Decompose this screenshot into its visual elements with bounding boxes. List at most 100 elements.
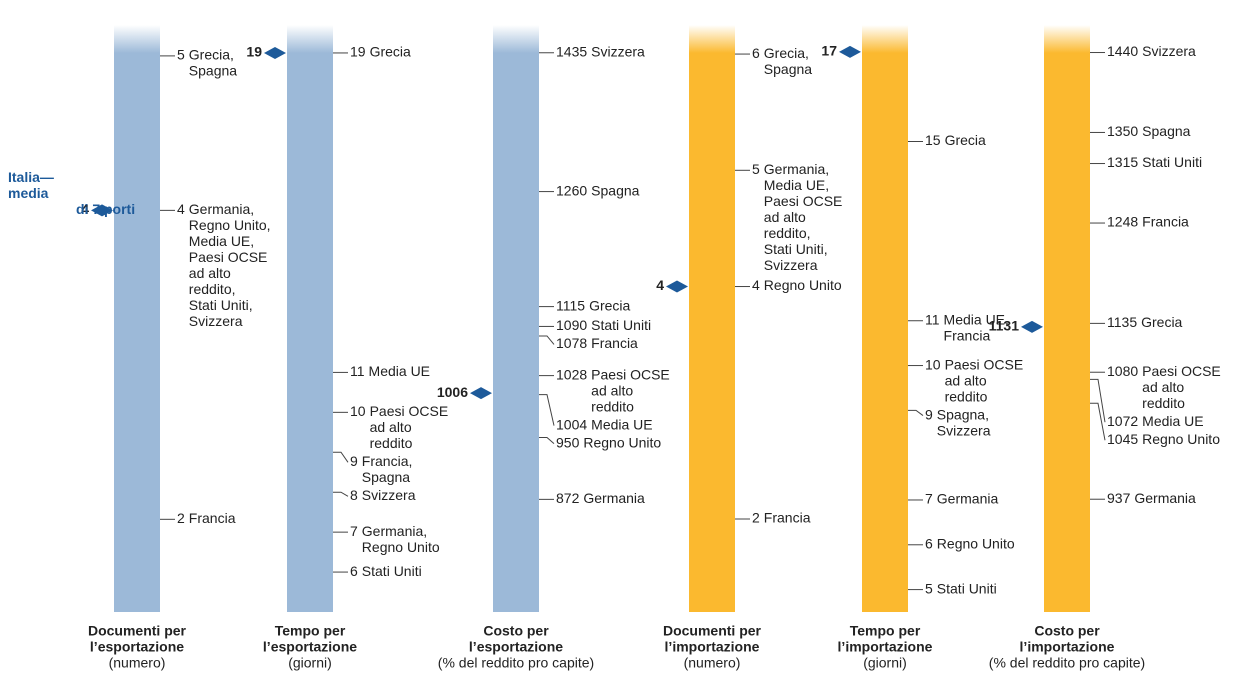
bar [493,53,539,612]
bar-fade [114,25,160,53]
axis-title: l’esportazione [90,639,184,655]
tick-value: 6 [925,535,933,551]
tick-label: Spagna [362,469,410,485]
bar [114,53,160,612]
tick-value: 1315 [1107,154,1138,170]
tick-label: ad alto [370,419,412,435]
tick-label: Grecia [945,132,986,148]
italia-value: 4 [81,201,89,217]
tick [539,394,555,426]
tick-label: Regno Unito, [189,217,271,233]
tick-label: Germania [1134,490,1196,506]
tick-value: 2 [752,510,760,526]
axis-title: l’importazione [838,639,933,655]
tick-label: Stati Uniti, [189,297,253,313]
bar [287,53,333,612]
tick-value: 1090 [556,317,587,333]
tick-label: Paesi OCSE [1142,363,1221,379]
tick-value: 1350 [1107,123,1138,139]
tick-value: 11 [925,311,940,327]
tick-label: Media UE, [764,177,829,193]
tick-label: ad alto [1142,379,1184,395]
tick-value: 872 [556,490,580,506]
italia-marker [470,387,492,400]
tick-label: Francia [189,510,236,526]
tick-label: reddito [591,398,634,414]
bar-fade [493,25,539,53]
tick-value: 11 [350,363,365,379]
tick-label: ad alto [764,209,806,225]
tick-label: reddito, [764,225,811,241]
axis-title: Documenti per [88,623,187,639]
tick-value: 6 [350,563,358,579]
tick-label: Paesi OCSE [370,403,449,419]
axis-title: l’importazione [1020,639,1115,655]
tick-label: Spagna [189,63,237,79]
italia-value: 4 [656,277,664,293]
tick-value: 1435 [556,43,587,59]
italia-marker [91,204,113,217]
bar-fade [287,25,333,53]
axis-title: Tempo per [275,623,346,639]
annotation: di 7 porti [76,201,135,217]
tick-value: 1045 [1107,431,1138,447]
tick-value: 1115 [556,297,585,313]
bar [689,53,735,612]
tick-label: Media UE [1142,413,1203,429]
tick-label: Paesi OCSE [591,366,670,382]
tick-label: reddito, [189,281,236,297]
tick-value: 6 [752,45,760,61]
bar-fade [1044,25,1090,53]
tick-label: ad alto [189,265,231,281]
tick [333,491,349,497]
tick-label: Media UE, [944,311,1009,327]
tick-label: Germania, [764,161,829,177]
tick-label: Grecia, [764,45,809,61]
tick [333,451,349,463]
axis-title: Tempo per [850,623,921,639]
italia-marker [839,45,861,58]
tick-value: 1004 [556,416,587,432]
tick-label: Regno Unito [764,277,842,293]
axis-title: l’esportazione [263,639,357,655]
tick-value: 1080 [1107,363,1138,379]
tick-value: 1135 [1107,314,1137,330]
tick-value: 1248 [1107,214,1138,230]
tick-label: Spagna [1142,123,1190,139]
tick-value: 10 [925,356,941,372]
tick-label: Media UE [591,416,652,432]
tick-label: Francia [764,510,811,526]
axis-unit: (% del reddito pro capite) [438,655,594,671]
tick-label: Svizzera [362,487,416,503]
tick [539,335,555,345]
tick-value: 937 [1107,490,1131,506]
italia-value: 1131 [989,318,1020,334]
tick-label: Francia [591,335,638,351]
tick-label: Grecia [1141,314,1182,330]
tick-value: 5 [752,161,760,177]
tick-label: Francia [1142,214,1189,230]
tick-value: 1260 [556,182,587,198]
tick-value: 8 [350,487,358,503]
tick-label: ad alto [591,382,633,398]
axis-title: l’esportazione [469,639,563,655]
tick-label: Stati Uniti [591,317,651,333]
tick-label: Grecia, [189,47,234,63]
tick-value: 1072 [1107,413,1138,429]
tick-label: reddito [1142,395,1185,411]
annotation: media [8,185,49,201]
tick-value: 9 [350,453,358,469]
tick [908,409,924,416]
tick-label: Regno Unito [362,539,440,555]
tick-label: Germania [583,490,645,506]
tick-label: Stati Uniti [937,580,997,596]
tick-label: Svizzera [937,422,991,438]
tick-label: Germania [937,491,999,507]
tick-label: Svizzera [764,257,818,273]
tick-value: 4 [752,277,760,293]
tick-label: Spagna [591,182,639,198]
italia-value: 17 [821,43,837,59]
axis-unit: (numero) [684,655,741,671]
tick-value: 4 [177,201,185,217]
